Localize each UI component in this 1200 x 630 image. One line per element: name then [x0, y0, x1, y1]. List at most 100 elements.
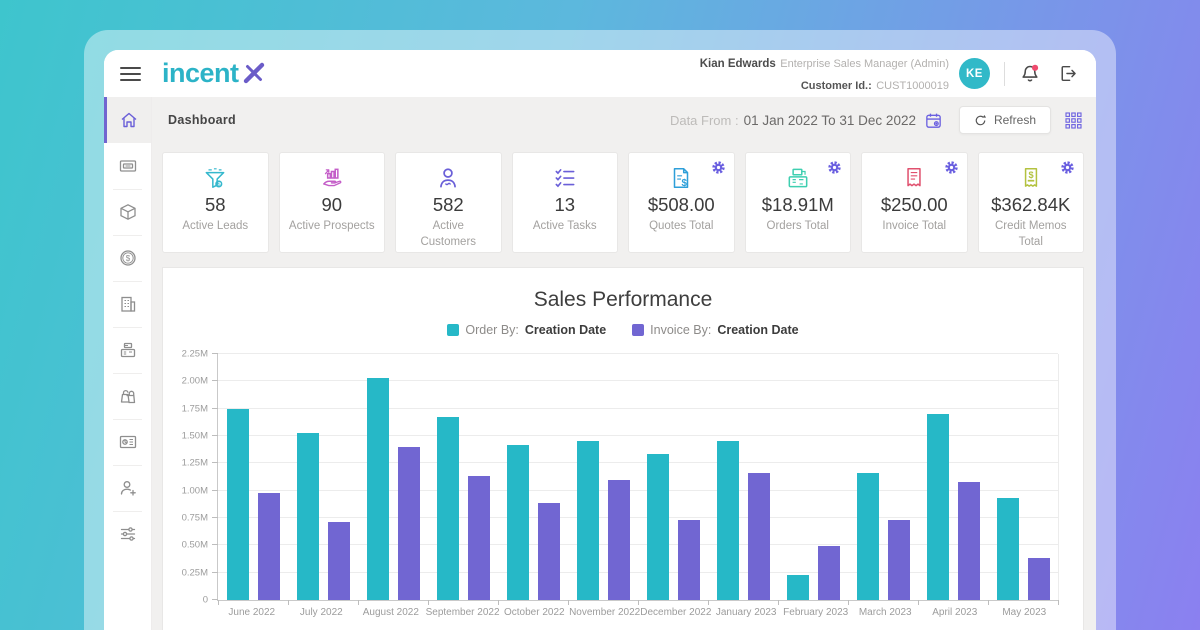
- chart-bar: [576, 441, 599, 600]
- kpi-card-credit-memos-total: $ $362.84K Credit Memos Total: [977, 152, 1084, 253]
- chart-bar: [537, 502, 560, 600]
- bar-group: [638, 354, 708, 600]
- y-axis-tick: [212, 380, 218, 382]
- kpi-label: Credit Memos Total: [994, 220, 1067, 249]
- y-axis-label: 1.50M: [181, 430, 208, 442]
- calendar-icon[interactable]: [924, 111, 943, 130]
- gear-icon[interactable]: [1060, 160, 1075, 175]
- refresh-button[interactable]: Refresh: [958, 106, 1051, 134]
- chart-legend: Order By: Creation Date Invoice By: Crea…: [163, 323, 1083, 337]
- logo-text: incent: [162, 58, 239, 88]
- sidebar-item-sales-register[interactable]: [104, 327, 151, 373]
- legend-swatch-order: [447, 324, 460, 336]
- sidebar-item-crm[interactable]: [104, 143, 151, 189]
- x-axis-tick: [708, 600, 709, 605]
- gridline: [218, 517, 1058, 518]
- x-axis-tick: [848, 600, 849, 605]
- gridline: [218, 380, 1058, 382]
- legend-item-invoice-by[interactable]: Invoice By: Creation Date: [632, 323, 799, 337]
- legend-item-order-by[interactable]: Order By: Creation Date: [447, 323, 606, 337]
- sidebar-item-home[interactable]: [104, 97, 151, 143]
- cash-register-icon: [120, 342, 135, 358]
- y-axis-label: 1.25M: [181, 457, 208, 469]
- chart-bar: [327, 522, 350, 600]
- date-range-value[interactable]: 01 Jan 2022 To 31 Dec 2022: [743, 112, 916, 128]
- x-axis-label: March 2023: [858, 607, 912, 618]
- y-axis-tick: [212, 599, 218, 600]
- x-axis-tick: [428, 600, 429, 605]
- crm-card-icon: [119, 160, 136, 172]
- y-axis-tick: [212, 544, 218, 546]
- chart-bar: [257, 492, 280, 600]
- bar-group: [848, 354, 918, 600]
- apps-grid-icon[interactable]: [1065, 111, 1082, 129]
- x-axis-tick: [568, 600, 569, 605]
- kpi-value: $508.00: [647, 194, 715, 215]
- bar-group: [988, 354, 1058, 600]
- chart-bar: [716, 441, 739, 600]
- bar-group: [708, 354, 778, 600]
- chart-bar: [366, 378, 389, 600]
- sidebar-item-purchases[interactable]: [104, 373, 151, 419]
- y-axis-label: 1.75M: [181, 403, 208, 415]
- header-divider: [1004, 61, 1005, 86]
- x-axis-label: November 2022: [569, 607, 641, 618]
- x-axis-tick: [777, 600, 779, 605]
- logout-icon[interactable]: [1057, 63, 1078, 84]
- sliders-icon: [120, 527, 135, 541]
- kpi-label: Quotes Total: [649, 220, 714, 232]
- y-axis-label: 0.50M: [181, 539, 208, 551]
- x-axis-tick: [988, 600, 989, 605]
- logo-x-icon: [242, 61, 266, 85]
- bars-row: [218, 354, 1058, 600]
- bar-group: [498, 354, 568, 600]
- sidebar-item-company[interactable]: [104, 281, 151, 327]
- invoice-receipt-icon: [907, 168, 921, 187]
- chart-bar: [646, 453, 669, 600]
- gear-icon[interactable]: [827, 160, 842, 175]
- y-axis-label: 0: [202, 594, 208, 606]
- sidebar-item-reports[interactable]: [104, 419, 151, 465]
- report-card-icon: [119, 435, 136, 449]
- bar-group: [428, 354, 498, 600]
- sales-performance-chart-card: Sales Performance Order By: Creation Dat…: [162, 267, 1084, 630]
- x-axis-label: July 2022: [299, 607, 343, 618]
- y-axis-tick: [212, 462, 218, 464]
- svg-text:$: $: [217, 182, 221, 188]
- sidebar-item-products[interactable]: [104, 189, 151, 235]
- chart-bar: [996, 498, 1019, 600]
- menu-toggle-icon[interactable]: [104, 66, 156, 81]
- gridline: [218, 435, 1058, 436]
- y-axis-tick: [212, 489, 218, 491]
- y-axis-label: 0.25M: [181, 567, 208, 579]
- kpi-label: Orders Total: [766, 220, 829, 232]
- x-axis-label: January 2023: [715, 607, 777, 618]
- chart-bar: [887, 520, 910, 600]
- y-axis-tick: [212, 407, 218, 409]
- x-axis-label: September 2022: [425, 607, 500, 618]
- gear-icon[interactable]: [711, 160, 726, 175]
- x-axis-label: February 2023: [783, 607, 849, 618]
- customer-id-label: Customer Id.:: [800, 79, 872, 92]
- sidebar-item-add-user[interactable]: [104, 465, 151, 511]
- x-axis-tick: [218, 600, 219, 605]
- kpi-value: 58: [204, 194, 226, 215]
- sidebar-item-settings[interactable]: [104, 511, 151, 557]
- kpi-card-active-leads: $ 58 Active Leads: [162, 152, 269, 253]
- bar-group: [218, 354, 288, 600]
- kpi-value: 582: [432, 194, 464, 215]
- avatar[interactable]: KE: [959, 58, 990, 89]
- x-axis-labels: June 2022 July 2022 August 2022 September 2…: [217, 607, 1059, 618]
- x-axis-label: October 2022: [504, 607, 565, 618]
- kpi-card-active-customers: 582 Active Customers: [395, 152, 502, 253]
- gridline: [218, 544, 1058, 546]
- chart-bar: [296, 432, 319, 600]
- sidebar-item-pricing[interactable]: $: [104, 235, 151, 281]
- kpi-value: 90: [321, 194, 343, 215]
- svg-text:$: $: [682, 178, 688, 189]
- gear-icon[interactable]: [944, 160, 959, 175]
- sidebar: $: [104, 97, 152, 630]
- user-info: Kian Edwards Enterprise Sales Manager (A…: [700, 52, 949, 95]
- credit-memo-icon: $: [1024, 168, 1037, 187]
- notifications-bell-icon[interactable]: [1019, 63, 1041, 85]
